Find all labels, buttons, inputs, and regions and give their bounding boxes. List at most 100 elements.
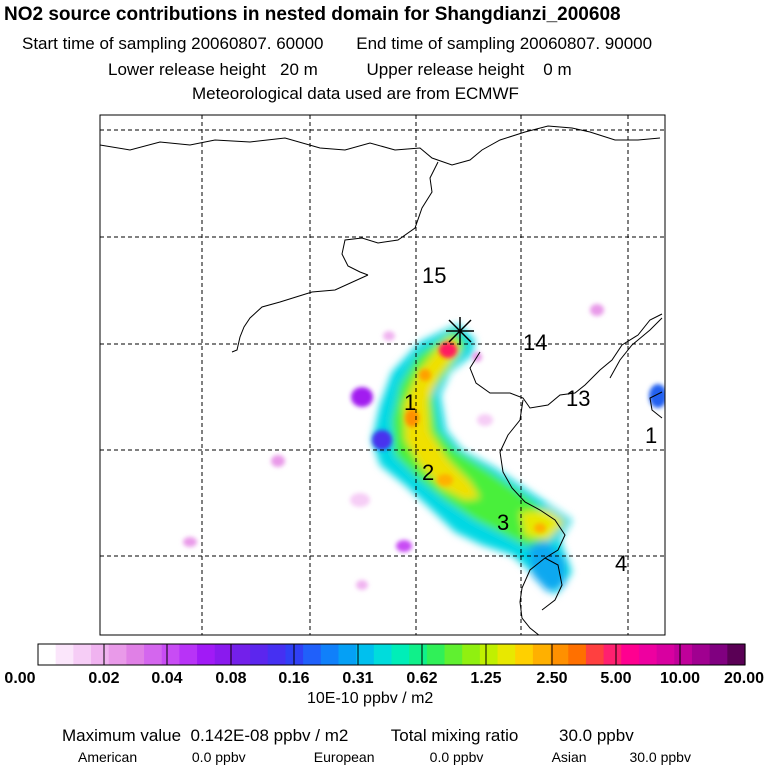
- colorbar-cell: [91, 644, 110, 665]
- colorbar-tick-label: 0.16: [278, 670, 310, 687]
- lat-lon-grid: [100, 115, 665, 635]
- hotspot-orange-2: [437, 474, 453, 486]
- european-value: 0.0 ppbv: [429, 749, 484, 765]
- contour-label-4: 4: [615, 551, 627, 576]
- colorbar-cell: [462, 644, 481, 665]
- end-time-label: End time of sampling: [356, 34, 515, 53]
- blob-pink-1: [271, 455, 285, 467]
- total-mixing-value: 30.0 ppbv: [559, 726, 634, 745]
- blob-blue-west: [372, 430, 392, 450]
- colorbar-cell: [479, 644, 499, 665]
- start-time-label: Start time of sampling: [22, 34, 187, 53]
- hotspot-orange-1: [405, 409, 419, 427]
- colorbar-tick-label: 2.50: [536, 670, 568, 687]
- contour-label-1b: 1: [645, 423, 657, 448]
- max-value-label: Maximum value: [62, 726, 182, 745]
- colorbar-cell: [197, 644, 216, 665]
- contour-labels: 15 14 13 1 1 2 3 4: [404, 263, 657, 576]
- colorbar-cell: [303, 644, 322, 665]
- colorbar-cell: [674, 644, 693, 665]
- blob-east-blue: [649, 384, 665, 408]
- colorbar-tick-label: 20.00: [723, 670, 765, 687]
- colorbar-tick-label: 1.25: [470, 670, 502, 687]
- colorbar-cell: [621, 644, 640, 665]
- colorbar-cell: [161, 644, 181, 665]
- colorbar-cell: [603, 644, 622, 665]
- plume-south-blue: [528, 540, 565, 592]
- colorbar-cell: [267, 644, 287, 665]
- colorbar: [38, 644, 746, 665]
- contour-label-2: 2: [422, 460, 434, 485]
- colorbar-cell: [444, 644, 463, 665]
- colorbar-cell: [144, 644, 163, 665]
- liaoning-coast: [609, 317, 663, 379]
- map-area: 15 14 13 1 1 2 3 4: [100, 115, 665, 635]
- met-data-note: Meteorological data used are from ECMWF: [192, 84, 519, 103]
- colorbar-tick-label: 0.31: [342, 670, 374, 687]
- colorbar-cell: [285, 644, 304, 665]
- colorbar-cell: [409, 644, 428, 665]
- blob-violet-s: [396, 540, 412, 552]
- colorbar-cell: [391, 644, 410, 665]
- colorbar-cell: [338, 644, 357, 665]
- colorbar-cell: [532, 644, 552, 665]
- colorbar-tick-label: 5.00: [600, 670, 632, 687]
- contour-label-15: 15: [422, 263, 446, 288]
- asian-value: 30.0 ppbv: [629, 749, 691, 765]
- colorbar-cell: [126, 644, 145, 665]
- colorbar-tick-label: 0.04: [151, 670, 183, 687]
- boundary-lines: [100, 125, 663, 635]
- contour-label-1a: 1: [404, 390, 416, 415]
- colorbar-tick-label: 0.00: [4, 670, 36, 687]
- hotspot-red: [439, 342, 457, 358]
- colorbar-ticks: [37, 644, 746, 665]
- blob-pink-4: [350, 493, 370, 507]
- lower-release-value: 20 m: [280, 60, 318, 79]
- colorbar-cell: [709, 644, 728, 665]
- colorbar-cell: [373, 644, 393, 665]
- colorbar-cell: [73, 644, 92, 665]
- beijing-coast: [469, 313, 663, 409]
- colorbar-cell: [38, 644, 57, 665]
- upper-release-value: 0 m: [543, 60, 572, 79]
- inner-mongolia-boundary: [341, 161, 439, 276]
- regional-breakdown: American 0.0 ppbv European 0.0 ppbv Asia…: [78, 749, 691, 765]
- northern-boundary: [100, 125, 661, 166]
- colorbar-cell: [426, 644, 446, 665]
- colorbar-cell: [214, 644, 234, 665]
- colorbar-tick-label: 0.08: [215, 670, 247, 687]
- map-title: NO2 source contributions in nested domai…: [4, 4, 621, 25]
- contour-label-3: 3: [497, 510, 509, 535]
- colorbar-cell: [550, 644, 569, 665]
- colorbar-cell: [232, 644, 251, 665]
- map-frame: [99, 114, 666, 636]
- colorbar-cell: [250, 644, 269, 665]
- blob-pink-3: [356, 580, 368, 590]
- receptor-star-icon: [446, 317, 474, 345]
- colorbar-cell: [356, 644, 375, 665]
- blob-pink-6: [383, 331, 395, 341]
- blob-pink-2: [183, 537, 197, 547]
- bohai-coast: [499, 399, 566, 635]
- colorbar-tick-label: 10.00: [659, 670, 701, 687]
- hotspot-orange-4: [534, 523, 546, 533]
- colorbar-cell: [497, 644, 516, 665]
- colorbar-cell: [727, 644, 746, 665]
- colorbar-cell: [515, 644, 534, 665]
- end-time-value: 20060807. 90000: [519, 34, 653, 53]
- colorbar-cell: [656, 644, 675, 665]
- colorbar-tick-label: 0.62: [406, 670, 438, 687]
- colorbar-cell: [638, 644, 658, 665]
- upper-release-label: Upper release height: [366, 60, 525, 79]
- colorbar-cell: [179, 644, 198, 665]
- hebei-boundary: [231, 274, 369, 353]
- blob-pink-ne: [590, 304, 604, 316]
- release-heights: Lower release height 20 m Upper release …: [108, 60, 768, 80]
- contour-label-14: 14: [523, 330, 547, 355]
- total-mixing-label: Total mixing ratio: [390, 726, 519, 745]
- colorbar-units: 10E-10 ppbv / m2: [307, 690, 434, 707]
- european-label: European: [313, 749, 375, 765]
- blob-pink-5: [477, 414, 493, 426]
- colorbar-cell: [108, 644, 127, 665]
- east-border: [649, 391, 663, 419]
